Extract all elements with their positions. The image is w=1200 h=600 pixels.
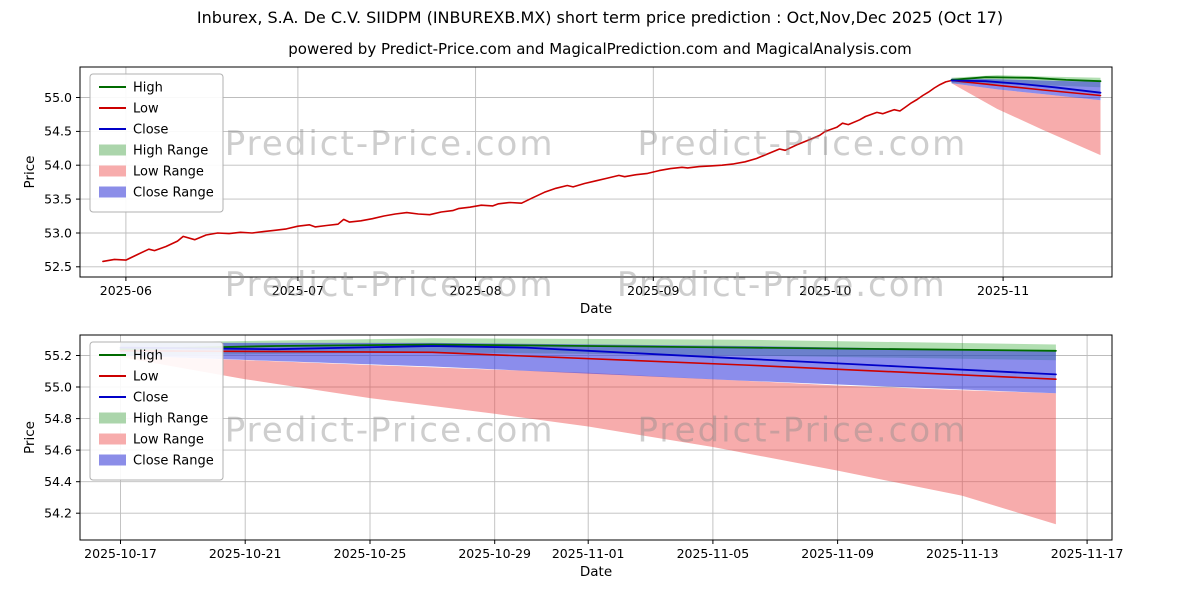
y-tick-label: 53.5 <box>44 191 72 206</box>
line-close <box>119 345 1057 376</box>
band-close-range <box>120 342 1056 394</box>
line-low <box>102 79 1102 263</box>
x-tick-label: 2025-11-01 <box>552 546 625 561</box>
line-close <box>950 79 1102 94</box>
line-high <box>950 76 1102 83</box>
legend-label: Low <box>133 102 159 117</box>
y-tick-label: 54.6 <box>44 442 72 457</box>
legend-label: Close <box>133 391 168 406</box>
legend-swatch-high-range <box>99 144 126 156</box>
legend: High Low Close High Range Low Range Close Ran… <box>89 73 224 213</box>
watermark: Predict-Price.com <box>638 411 968 451</box>
x-tick-label: 2025-11-17 <box>1051 546 1124 561</box>
legend-label: Close Range <box>133 186 214 201</box>
y-tick-label: 54.8 <box>44 411 72 426</box>
legend-swatch-low-range <box>99 433 126 445</box>
watermark: Predict-Price.com <box>617 265 947 305</box>
watermark: Predict-Price.com <box>638 124 968 164</box>
axis-ticks: 54.2 54.4 54.6 54.8 55.0 55.2 2025-10-17 2025-1… <box>44 348 1123 561</box>
band-low-range <box>951 83 1101 156</box>
x-tick-label: 2025-10-17 <box>84 546 157 561</box>
plot-border <box>79 334 1113 541</box>
x-axis-label: Date <box>580 564 612 580</box>
x-tick-label: 2025-10-29 <box>458 546 531 561</box>
x-tick-label: 2025-11-09 <box>801 546 874 561</box>
y-tick-label: 52.5 <box>44 259 72 274</box>
x-tick-label: 2025-11-13 <box>926 546 999 561</box>
chart-subtitle: powered by Predict-Price.com and Magical… <box>288 40 912 58</box>
chart-prediction-zoom: 54.2 54.4 54.6 54.8 55.0 55.2 2025-10-17 2025-1… <box>22 334 1123 580</box>
x-axis-label: Date <box>580 301 612 317</box>
legend-label: Low <box>133 370 159 385</box>
y-tick-label: 55.0 <box>44 379 72 394</box>
line-low <box>119 349 1057 381</box>
legend-label: Low Range <box>133 165 204 180</box>
x-tick-label: 2025-11 <box>977 283 1029 298</box>
legend-swatch-high-range <box>99 412 126 424</box>
y-axis-label: Price <box>22 421 38 454</box>
legend-swatch-low-range <box>99 165 126 177</box>
y-tick-label: 54.0 <box>44 158 72 173</box>
y-tick-label: 55.2 <box>44 348 72 363</box>
legend-label: High Range <box>133 412 208 427</box>
plot-border <box>79 66 1113 278</box>
x-tick-label: 2025-09 <box>627 283 679 298</box>
x-tick-label: 2025-08 <box>449 283 501 298</box>
y-axis-label: Price <box>22 156 38 189</box>
grid <box>80 67 1112 277</box>
y-tick-label: 54.5 <box>44 124 72 139</box>
x-tick-label: 2025-06 <box>100 283 152 298</box>
axis-ticks: 52.5 53.0 53.5 54.0 54.5 55.0 2025-06 2025-07 20… <box>44 90 1029 298</box>
x-tick-label: 2025-07 <box>272 283 324 298</box>
legend-label: High <box>133 81 163 96</box>
y-tick-label: 53.0 <box>44 225 72 240</box>
x-tick-label: 2025-11-05 <box>677 546 750 561</box>
legend-label: High <box>133 349 163 364</box>
y-tick-label: 55.0 <box>44 90 72 105</box>
y-tick-label: 54.4 <box>44 474 72 489</box>
watermark: Predict-Price.com <box>225 124 555 164</box>
watermark: Predict-Price.com <box>225 411 555 451</box>
band-low-range <box>120 355 1056 525</box>
x-tick-label: 2025-10 <box>799 283 851 298</box>
watermark: Predict-Price.com <box>225 265 555 305</box>
legend-swatch-close-range <box>99 454 126 466</box>
legend-label: Close Range <box>133 454 214 469</box>
x-tick-label: 2025-10-21 <box>209 546 282 561</box>
line-high <box>119 343 1057 352</box>
legend-label: Close <box>133 123 168 138</box>
chart-title: Inburex, S.A. De C.V. SIIDPM (INBUREXB.M… <box>196 8 1004 27</box>
legend-label: High Range <box>133 144 208 159</box>
x-tick-label: 2025-10-25 <box>334 546 407 561</box>
legend-label: Low Range <box>133 433 204 448</box>
legend-swatch-close-range <box>99 186 126 198</box>
y-tick-label: 54.2 <box>44 506 72 521</box>
chart-history-prediction: 52.5 53.0 53.5 54.0 54.5 55.0 2025-06 2025-07 20… <box>22 66 1113 317</box>
legend: High Low Close High Range Low Range Close Ran… <box>89 341 224 481</box>
